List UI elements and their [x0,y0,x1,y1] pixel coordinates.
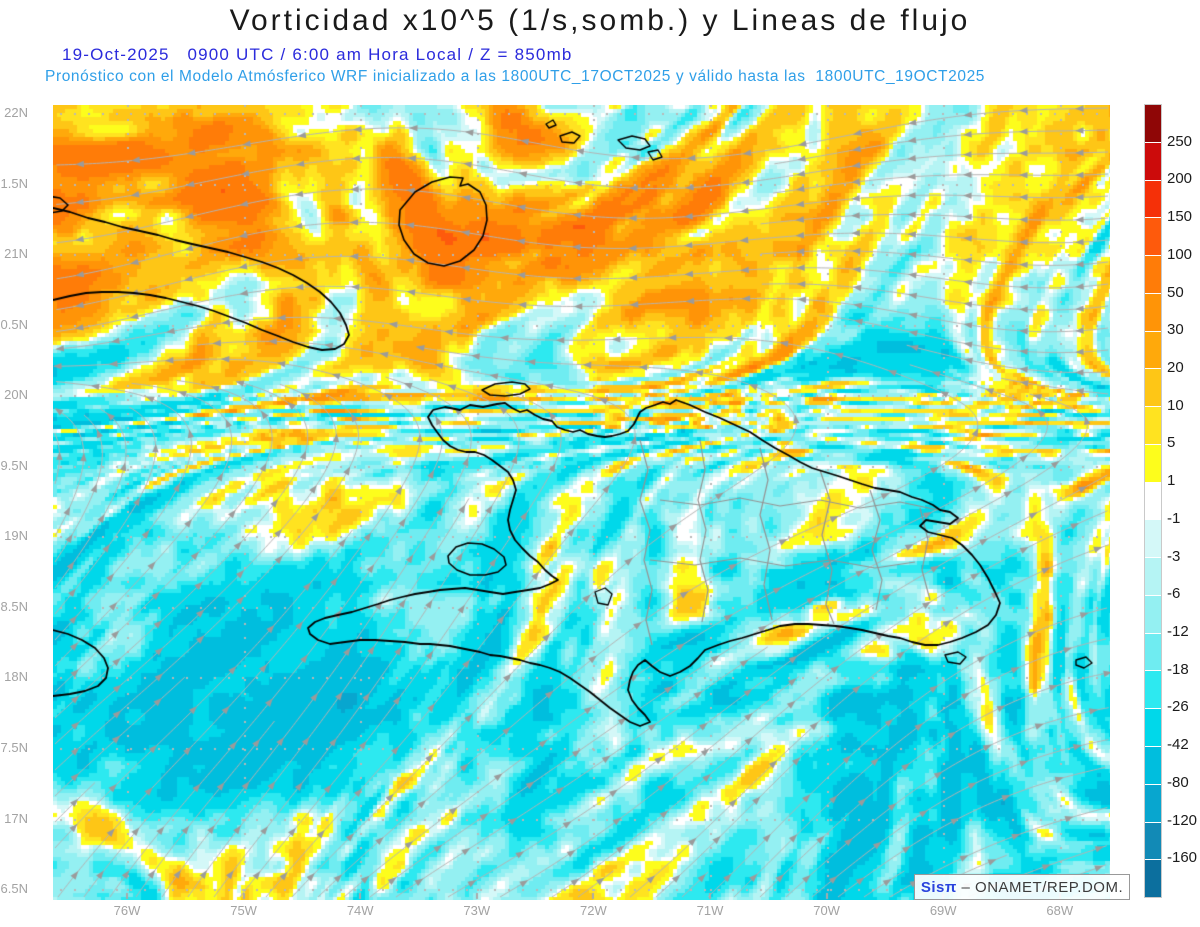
colorbar-label: 20 [1167,359,1184,376]
lon-label: 72W [580,903,607,918]
colorbar-segment [1145,558,1161,596]
lon-label: 69W [929,903,957,918]
colorbar-label: 200 [1167,170,1193,188]
colorbar-segment [1145,105,1161,143]
colorbar-segment [1145,633,1161,672]
colorbar-segment [1145,256,1161,294]
colorbar-label: 30 [1167,321,1184,339]
lon-label: 74W [346,903,374,918]
colorbar-label: -26 [1167,698,1189,716]
lat-label: 20N [4,387,28,403]
colorbar-label: 5 [1167,434,1176,452]
colorbar-segment [1145,860,1161,898]
lon-label: 76W [113,903,141,918]
lat-label: 6.5N [0,881,28,897]
lon-label: 73W [463,903,491,918]
colorbar-label: -80 [1167,773,1189,791]
colorbar-segment [1145,293,1161,332]
colorbar-label: 50 [1167,283,1184,301]
lat-label: 8.5N [0,598,28,614]
lon-label: 71W [696,903,724,918]
colorbar-segment [1145,784,1161,823]
colorbar-segment [1145,444,1161,483]
colorbar [1144,104,1162,898]
colorbar-label: 100 [1167,245,1193,263]
lat-label: 1.5N [0,175,28,191]
lat-label: 19N [4,528,28,544]
colorbar-segment [1145,142,1161,181]
colorbar-segment [1145,218,1161,257]
lat-label: 9.5N [0,457,28,473]
lat-label: 22N [4,105,28,120]
lat-label: 21N [4,246,28,262]
colorbar-label: -160 [1167,849,1198,867]
watermark-box: Sisπ – ONAMET/REP.DOM. [914,874,1130,900]
colorbar-segment [1145,671,1161,710]
colorbar-label: -6 [1167,585,1181,603]
colorbar-segment [1145,331,1161,370]
lat-label: 0.5N [0,316,28,332]
lat-label: 7.5N [0,739,28,755]
colorbar-label: 10 [1167,396,1184,414]
lat-label: 17N [4,810,28,826]
watermark-org: – ONAMET/REP.DOM. [956,878,1124,896]
lon-label: 75W [230,903,257,918]
colorbar-label: -3 [1167,547,1181,565]
colorbar-label: 150 [1167,208,1193,226]
map-canvas [53,105,1110,900]
colorbar-segment [1145,747,1161,785]
datetime-subtitle: 19-Oct-2025 0900 UTC / 6:00 am Hora Loca… [62,45,573,64]
colorbar-label: -120 [1167,811,1198,829]
lon-label: 70W [813,903,840,918]
colorbar-segment [1145,520,1161,559]
colorbar-segment [1145,822,1161,861]
lat-label: 18N [4,669,28,685]
colorbar-label: -12 [1167,623,1189,640]
colorbar-label: -42 [1167,736,1189,754]
colorbar-label: 1 [1167,472,1176,490]
colorbar-segment [1145,407,1161,445]
model-subtitle: Pronóstico con el Modelo Atmósferico WRF… [45,68,986,85]
colorbar-segment [1145,709,1161,748]
lon-label: 68W [1046,903,1074,918]
watermark-brand: Sisπ [920,878,957,896]
colorbar-segment [1145,369,1161,408]
page-title: Vorticidad x10^5 (1/s,somb.) y Lineas de… [229,4,971,37]
colorbar-label: -1 [1167,509,1181,527]
colorbar-label: 250 [1167,132,1193,150]
colorbar-segment [1145,595,1161,634]
colorbar-segment [1145,482,1161,521]
colorbar-label: -18 [1167,660,1189,678]
colorbar-segment [1145,180,1161,219]
